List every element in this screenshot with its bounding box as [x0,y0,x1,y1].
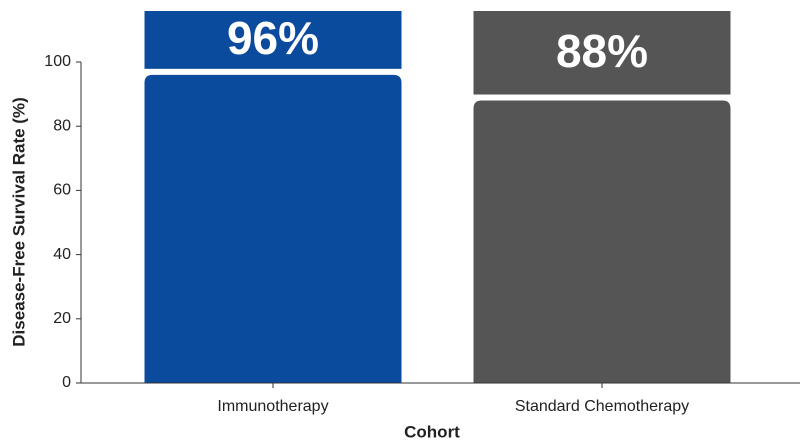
y-tick-label: 0 [62,374,71,391]
value-label-box [473,11,731,95]
x-tick-label: Standard Chemotherapy [515,398,689,415]
y-axis-title: Disease-Free Survival Rate (%) [9,97,28,346]
x-tick-label: Immunotherapy [217,398,328,415]
value-label-box [144,11,402,69]
y-tick-label: 20 [53,310,71,327]
y-tick-label: 100 [44,53,71,70]
bar [144,74,402,383]
bar [473,100,731,384]
x-axis-title: Cohort [404,422,460,441]
value-label: 96% [227,12,319,64]
y-tick-label: 80 [53,117,71,134]
y-tick-label: 40 [53,246,71,263]
y-tick-label: 60 [53,182,71,199]
value-label: 88% [556,25,648,77]
